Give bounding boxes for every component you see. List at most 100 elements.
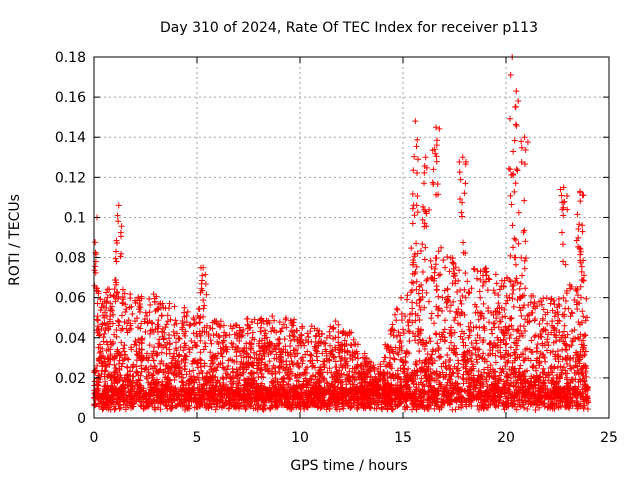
data-point (244, 330, 251, 337)
data-point (502, 363, 509, 370)
data-point (146, 342, 153, 349)
data-point (463, 403, 470, 410)
data-point (93, 316, 100, 323)
data-point (432, 261, 439, 268)
data-point (408, 245, 415, 252)
data-point (299, 360, 306, 367)
data-point (526, 311, 533, 318)
data-point (247, 340, 254, 347)
data-point (440, 257, 447, 264)
data-point (217, 318, 224, 325)
data-point (220, 322, 227, 329)
data-point (568, 309, 575, 316)
data-point (517, 362, 524, 369)
data-point (181, 304, 188, 311)
data-point (493, 280, 500, 287)
data-point (427, 257, 434, 264)
data-point (171, 376, 178, 383)
data-point (197, 357, 204, 364)
data-point (583, 373, 590, 380)
data-point (118, 339, 125, 346)
data-point (436, 379, 443, 386)
data-point (413, 240, 420, 247)
data-point (574, 334, 581, 341)
data-point (444, 253, 451, 260)
data-point (171, 321, 178, 328)
data-point (465, 358, 472, 365)
data-point (399, 326, 406, 333)
data-point (258, 370, 265, 377)
data-point (107, 351, 114, 358)
data-point (117, 404, 124, 411)
data-point (121, 290, 128, 297)
data-point (146, 309, 153, 316)
data-point (394, 306, 401, 313)
data-point (512, 254, 519, 261)
data-point (335, 328, 342, 335)
data-point (567, 365, 574, 372)
data-point (138, 320, 145, 327)
data-point (134, 315, 141, 322)
data-point (165, 305, 172, 312)
data-point (477, 276, 484, 283)
data-point (459, 293, 466, 300)
data-point (154, 351, 161, 358)
data-point (330, 324, 337, 331)
data-point (338, 370, 345, 377)
data-point (573, 352, 580, 359)
data-point (513, 275, 520, 282)
data-point (495, 300, 502, 307)
data-point (560, 294, 567, 301)
data-point (405, 322, 412, 329)
data-point (120, 345, 127, 352)
data-point (338, 379, 345, 386)
data-point (391, 355, 398, 362)
data-point (516, 365, 523, 372)
data-point (464, 278, 471, 285)
data-point (524, 405, 531, 412)
data-point (150, 357, 157, 364)
data-point (480, 323, 487, 330)
data-point (121, 348, 128, 355)
data-point (128, 303, 135, 310)
data-point (409, 287, 416, 294)
data-point (95, 317, 102, 324)
data-point (502, 347, 509, 354)
data-point (434, 340, 441, 347)
data-point (164, 312, 171, 319)
data-point (96, 349, 103, 356)
data-point (485, 275, 492, 282)
data-point (347, 404, 354, 411)
data-point (438, 244, 445, 251)
data-point (358, 362, 365, 369)
data-point (389, 321, 396, 328)
data-point (266, 358, 273, 365)
data-point (171, 303, 178, 310)
data-point (215, 340, 222, 347)
data-point (275, 336, 282, 343)
data-point (400, 365, 407, 372)
data-point (447, 308, 454, 315)
data-point (403, 403, 410, 410)
data-point (398, 317, 405, 324)
data-point (442, 317, 449, 324)
data-point (411, 253, 418, 260)
data-point (580, 257, 587, 264)
data-point (91, 378, 98, 385)
data-point (413, 278, 420, 285)
data-point (577, 331, 584, 338)
data-point (432, 348, 439, 355)
data-point (190, 367, 197, 374)
data-point (172, 357, 179, 364)
data-point (122, 351, 129, 358)
data-point (419, 268, 426, 275)
data-point (97, 307, 104, 314)
data-point (489, 350, 496, 357)
data-point (413, 300, 420, 307)
data-point (412, 337, 419, 344)
data-point (576, 335, 583, 342)
data-point (244, 321, 251, 328)
data-point (571, 326, 578, 333)
data-point (98, 367, 105, 374)
